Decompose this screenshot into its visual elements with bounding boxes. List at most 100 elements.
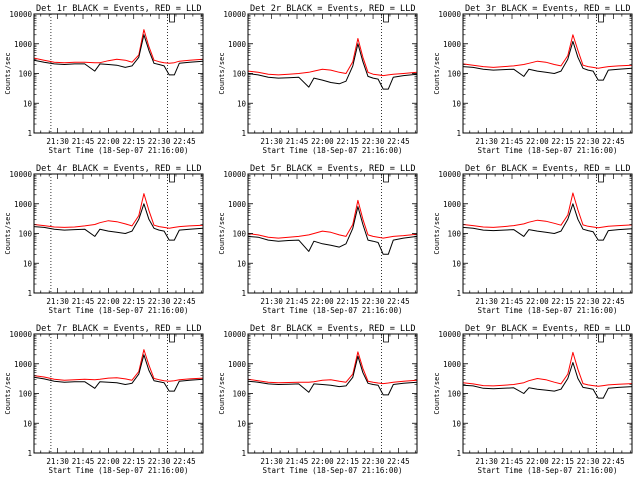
x-tick-label: 21:30	[46, 457, 69, 466]
lld-series-line	[33, 29, 204, 64]
y-tick-label: 10000	[223, 10, 246, 19]
x-tick-label: 21:45	[286, 297, 309, 306]
x-tick-label: 21:45	[286, 137, 309, 146]
y-tick-label: 1000	[443, 360, 462, 369]
y-tick-label: 1000	[14, 360, 33, 369]
y-tick-label: 1	[241, 449, 246, 458]
events-series-line	[33, 203, 204, 241]
x-tick-label: 22:45	[602, 457, 625, 466]
detector-panel: Det 5r BLACK = Events, RED = LLD Counts/s…	[218, 164, 418, 315]
x-tick-label: 22:15	[336, 457, 359, 466]
y-tick-label: 100	[447, 230, 461, 239]
y-tick-label: 10000	[438, 170, 461, 179]
x-tick-label: 22:30	[577, 137, 600, 146]
x-tick-label: 22:15	[122, 297, 145, 306]
events-series-line	[462, 203, 633, 241]
y-axis-label: Counts/sec	[218, 212, 226, 254]
x-tick-label: 22:45	[173, 457, 196, 466]
y-tick-label: 10	[237, 419, 247, 428]
x-tick-label: 22:45	[602, 137, 625, 146]
x-tick-label: 22:00	[97, 457, 120, 466]
events-series-line	[247, 43, 418, 90]
x-tick-label: 22:30	[362, 457, 385, 466]
x-tick-label: 22:15	[336, 137, 359, 146]
y-tick-label: 100	[18, 230, 32, 239]
x-axis-label: Start Time (18-Sep-07 21:16:00)	[263, 466, 403, 475]
y-tick-label: 1000	[228, 200, 247, 209]
y-tick-label: 10	[237, 259, 247, 268]
lld-series-line	[33, 193, 204, 229]
x-tick-label: 22:15	[551, 137, 574, 146]
x-tick-label: 21:45	[72, 137, 95, 146]
y-tick-label: 100	[18, 390, 32, 399]
y-tick-label: 10000	[223, 330, 246, 339]
y-axis-label: Counts/sec	[4, 212, 12, 254]
x-axis-label: Start Time (18-Sep-07 21:16:00)	[263, 146, 403, 155]
plot-frame	[247, 333, 418, 454]
marker-flag	[169, 334, 175, 343]
y-tick-label: 1	[241, 289, 246, 298]
x-axis-label: Start Time (18-Sep-07 21:16:00)	[478, 306, 618, 315]
y-tick-label: 1000	[228, 360, 247, 369]
x-tick-label: 22:00	[311, 457, 334, 466]
x-tick-label: 22:30	[577, 297, 600, 306]
detector-panel: Det 6r BLACK = Events, RED = LLD Counts/s…	[433, 164, 633, 315]
x-tick-label: 21:45	[501, 297, 524, 306]
x-tick-label: 22:00	[97, 137, 120, 146]
events-series-line	[247, 206, 418, 255]
marker-flag	[598, 174, 604, 183]
y-tick-label: 1000	[228, 40, 247, 49]
detector-panel: Det 1r BLACK = Events, RED = LLD Counts/s…	[4, 4, 204, 155]
y-tick-label: 10000	[438, 10, 461, 19]
y-tick-label: 10000	[9, 170, 32, 179]
lld-series-line	[33, 349, 204, 382]
x-tick-label: 22:00	[311, 137, 334, 146]
x-tick-label: 22:45	[387, 297, 410, 306]
y-tick-label: 100	[18, 70, 32, 79]
x-tick-label: 22:45	[602, 297, 625, 306]
x-tick-label: 21:30	[260, 137, 283, 146]
x-tick-label: 21:30	[260, 457, 283, 466]
x-tick-label: 22:45	[173, 137, 196, 146]
y-tick-label: 100	[232, 70, 246, 79]
y-tick-label: 1000	[443, 40, 462, 49]
marker-flag	[383, 334, 389, 343]
x-tick-label: 21:45	[501, 457, 524, 466]
detector-panel: Det 4r BLACK = Events, RED = LLD Counts/s…	[4, 164, 204, 315]
x-tick-label: 22:00	[526, 297, 549, 306]
x-tick-label: 22:30	[362, 137, 385, 146]
marker-flag	[383, 14, 389, 23]
y-axis-label: Counts/sec	[218, 372, 226, 414]
detector-panel: Det 9r BLACK = Events, RED = LLD Counts/s…	[433, 324, 633, 475]
y-tick-label: 10000	[438, 330, 461, 339]
lld-series-line	[462, 192, 633, 229]
x-tick-label: 22:00	[97, 297, 120, 306]
x-axis-label: Start Time (18-Sep-07 21:16:00)	[478, 466, 618, 475]
x-tick-label: 22:45	[387, 457, 410, 466]
y-axis-label: Counts/sec	[218, 52, 226, 94]
x-tick-label: 21:45	[72, 297, 95, 306]
x-axis-label: Start Time (18-Sep-07 21:16:00)	[49, 146, 189, 155]
x-axis-label: Start Time (18-Sep-07 21:16:00)	[263, 306, 403, 315]
events-series-line	[247, 355, 418, 396]
y-axis-label: Counts/sec	[433, 372, 441, 414]
detector-panel: Det 8r BLACK = Events, RED = LLD Counts/s…	[218, 324, 418, 475]
x-tick-label: 22:15	[551, 457, 574, 466]
y-axis-label: Counts/sec	[4, 52, 12, 94]
x-tick-label: 22:45	[387, 137, 410, 146]
panel-title: Det 3r BLACK = Events, RED = LLD	[465, 4, 631, 14]
lld-series-line	[247, 351, 418, 385]
x-tick-label: 21:45	[286, 457, 309, 466]
x-axis-label: Start Time (18-Sep-07 21:16:00)	[49, 466, 189, 475]
y-tick-label: 10	[452, 419, 462, 428]
y-axis-label: Counts/sec	[433, 52, 441, 94]
x-tick-label: 22:30	[148, 457, 171, 466]
x-tick-label: 22:30	[577, 457, 600, 466]
y-tick-label: 10	[23, 259, 33, 268]
y-tick-label: 1	[27, 449, 32, 458]
x-tick-label: 21:45	[72, 457, 95, 466]
plot-frame	[462, 333, 633, 454]
y-tick-label: 1	[241, 129, 246, 138]
x-tick-label: 22:15	[551, 297, 574, 306]
x-tick-label: 22:30	[148, 297, 171, 306]
